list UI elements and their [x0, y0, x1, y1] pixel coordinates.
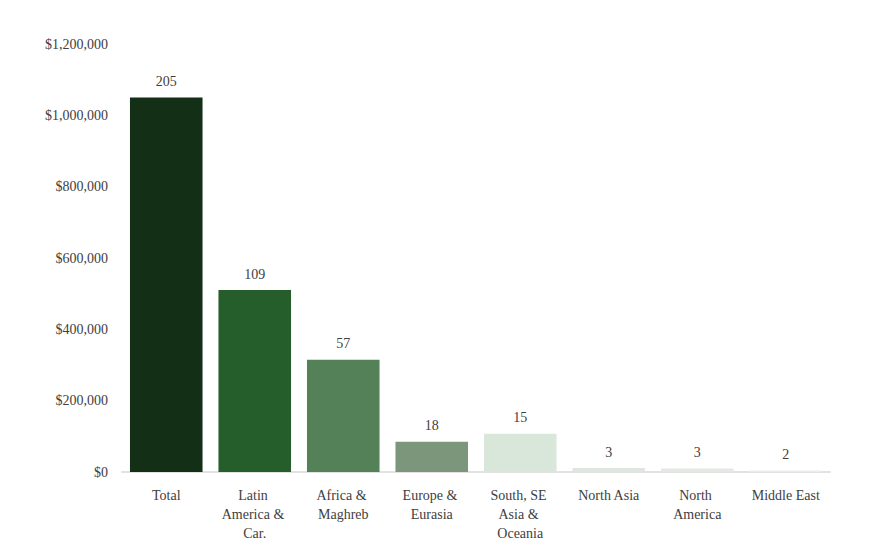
svg-text:America: America: [673, 507, 722, 522]
svg-text:57: 57: [336, 336, 350, 351]
svg-text:$600,000: $600,000: [56, 251, 109, 266]
svg-text:15: 15: [513, 410, 527, 425]
svg-text:205: 205: [156, 74, 177, 89]
svg-text:Car.: Car.: [243, 526, 266, 541]
svg-text:$800,000: $800,000: [56, 179, 109, 194]
svg-text:3: 3: [694, 445, 701, 460]
svg-text:Maghreb: Maghreb: [318, 507, 369, 522]
svg-text:Africa &: Africa &: [316, 488, 370, 503]
svg-text:2: 2: [782, 447, 789, 462]
svg-text:North Asia: North Asia: [578, 488, 640, 503]
svg-text:Eurasia: Eurasia: [411, 507, 454, 522]
svg-text:18: 18: [425, 418, 439, 433]
svg-text:North: North: [679, 488, 715, 503]
svg-text:America &: America &: [222, 507, 288, 522]
svg-text:South, SE: South, SE: [490, 488, 550, 503]
svg-text:$1,200,000: $1,200,000: [45, 37, 108, 52]
svg-text:$1,000,000: $1,000,000: [45, 108, 108, 123]
svg-text:Total: Total: [152, 488, 181, 503]
svg-text:$400,000: $400,000: [56, 322, 109, 337]
svg-text:Middle East: Middle East: [752, 488, 820, 503]
svg-text:Asia &: Asia &: [498, 507, 542, 522]
svg-text:$200,000: $200,000: [56, 393, 109, 408]
svg-text:$0: $0: [94, 465, 108, 480]
svg-text:Oceania: Oceania: [497, 526, 544, 541]
svg-text:Europe &: Europe &: [403, 488, 461, 503]
svg-text:3: 3: [605, 445, 612, 460]
svg-text:Latin: Latin: [238, 488, 271, 503]
svg-text:109: 109: [244, 267, 265, 282]
